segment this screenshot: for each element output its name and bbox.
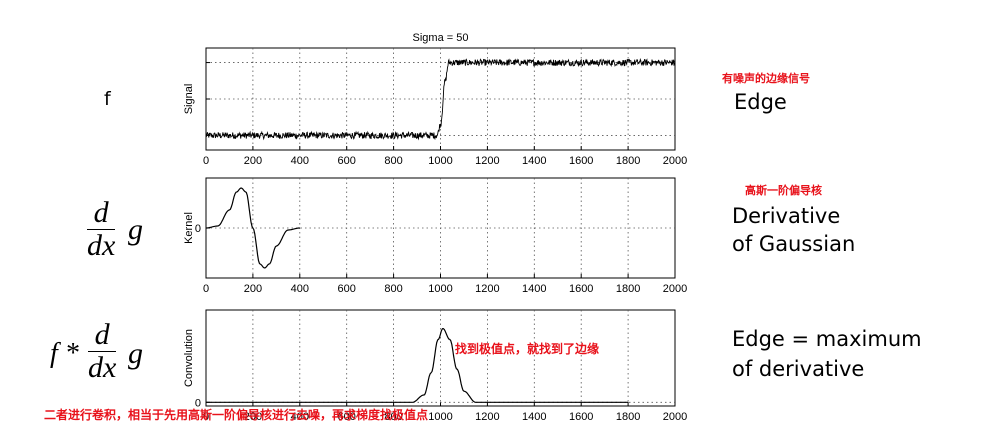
chart-2-xtick-label: 600 (338, 411, 356, 423)
formula-dx-2: dx (88, 351, 117, 384)
chart-2-xtick-label: 2000 (663, 411, 687, 423)
chart-0-xtick-label: 400 (291, 155, 309, 167)
chart-2-xtick-label: 1400 (522, 411, 546, 423)
chart-1-xtick-label: 600 (338, 283, 356, 295)
chart-0-xtick-label: 1200 (475, 155, 499, 167)
chart-0-xtick-label: 1800 (616, 155, 640, 167)
fraction-bar-2 (88, 351, 117, 352)
chart-1-xtick-label: 400 (291, 283, 309, 295)
chart-1-xtick-label: 1000 (428, 283, 452, 295)
note-gauss-derivative: 高斯一阶偏导核 (745, 184, 822, 197)
chart-0-xtick-label: 600 (338, 155, 356, 167)
chart-0-xtick-label: 2000 (663, 155, 687, 167)
chart-1-xtick-label: 1400 (522, 283, 546, 295)
desc-derivative-line1: Derivative (732, 204, 841, 228)
formula-g-2: g (128, 337, 143, 370)
chart-1-xtick-label: 1800 (616, 283, 640, 295)
chart-2-xtick-label: 1200 (475, 411, 499, 423)
chart-1-xtick-label: 2000 (663, 283, 687, 295)
desc-maximum-line2: of derivative (732, 357, 865, 381)
formula-f-star: f * (50, 338, 79, 369)
chart-2-ytick-label: 0 (195, 397, 201, 409)
chart-2-xtick-label: 400 (291, 411, 309, 423)
formula-d: d (93, 196, 109, 229)
chart-2-series-0-line (206, 327, 629, 403)
chart-0-series-0-line (205, 58, 676, 141)
note-bottom: 二者进行卷积，相当于先用高斯一阶偏导核进行去噪，再求梯度找极值点 (44, 408, 429, 422)
formula-conv-fraction: d dx (88, 318, 117, 384)
chart-2-ylabel: Convolution (183, 329, 195, 387)
chart-0-xtick-label: 800 (384, 155, 402, 167)
desc-derivative-line2: of Gaussian (732, 232, 856, 256)
chart-1-xtick-label: 1600 (569, 283, 593, 295)
chart-2-xtick-label: 1000 (428, 411, 452, 423)
chart-1-xtick-label: 1200 (475, 283, 499, 295)
chart-2-xtick-label: 1800 (616, 411, 640, 423)
formula-derivative-fraction: d dx (87, 196, 116, 262)
chart-0-xtick-label: 0 (203, 155, 209, 167)
chart-1-xtick-label: 0 (203, 283, 209, 295)
chart-1-ylabel: Kernel (183, 212, 195, 244)
chart-1-ytick-label: 0 (195, 223, 201, 235)
note-noisy-edge: 有噪声的边缘信号 (722, 72, 810, 85)
chart-1-xtick-label: 800 (384, 283, 402, 295)
note-find-extremum: 找到极值点，就找到了边缘 (455, 342, 600, 356)
chart-0-xtick-label: 200 (244, 155, 262, 167)
fraction-bar (87, 229, 116, 230)
chart-0-title: Sigma = 50 (413, 32, 469, 44)
chart-2-xtick-label: 200 (244, 411, 262, 423)
formula-dx: dx (87, 229, 116, 262)
chart-0-xtick-label: 1600 (569, 155, 593, 167)
chart-0-xtick-label: 1400 (522, 155, 546, 167)
formula-g: g (128, 213, 143, 246)
chart-1-xtick-label: 200 (244, 283, 262, 295)
chart-1-series-0-line (206, 187, 300, 269)
formula-f: f (104, 88, 111, 110)
desc-maximum-line1: Edge = maximum (732, 327, 922, 351)
chart-2-xtick-label: 0 (203, 411, 209, 423)
chart-2-xtick-label: 1600 (569, 411, 593, 423)
chart-0-xtick-label: 1000 (428, 155, 452, 167)
chart-2-xtick-label: 800 (384, 411, 402, 423)
chart-0-ylabel: Signal (183, 84, 195, 115)
desc-edge: Edge (734, 90, 787, 114)
formula-d-2: d (94, 318, 110, 351)
